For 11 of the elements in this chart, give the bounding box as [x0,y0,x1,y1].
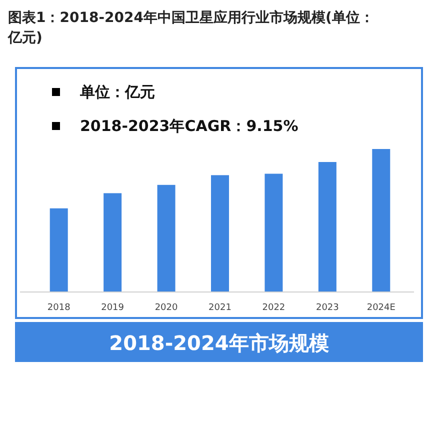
text: 2018-2024年市场规模 [109,331,329,355]
text: 单位：亿元 [79,83,155,101]
x-tick-label: 2023 [316,303,339,313]
x-tick-label: 2020 [154,303,178,313]
text: 2018-2023年CAGR：9.15% [80,117,298,135]
x-tick-label: 2021 [208,303,232,313]
chart-title: 图表1：2018-2024年中国卫星应用行业市场规模(单位：亿元) [7,9,374,46]
x-tick-label: 2024E [366,303,396,313]
x-tick-label: 2018 [47,303,71,313]
x-tick-label: 2019 [101,303,124,313]
x-tick-label: 2022 [262,303,286,313]
